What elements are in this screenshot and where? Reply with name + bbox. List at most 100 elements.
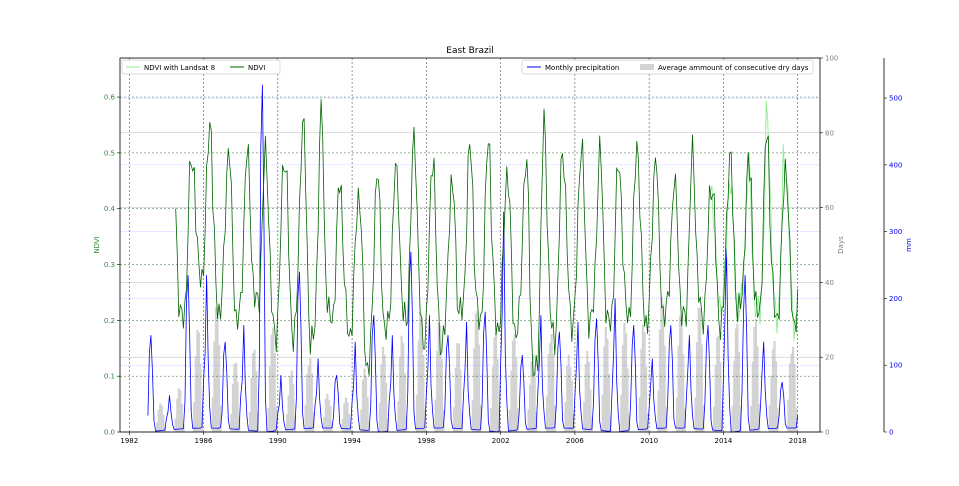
dry-days-bar [510, 370, 513, 432]
legend-label-dry-days: Average ammount of consecutive dry days [658, 64, 809, 72]
dry-days-bar [756, 346, 759, 432]
mm-tick-label: 200 [889, 295, 902, 303]
dry-days-bar [344, 397, 348, 432]
dry-days-bar [324, 399, 327, 432]
dry-days-bar [549, 343, 552, 432]
x-tick-label: 2006 [566, 437, 584, 445]
dry-days-bar [479, 404, 482, 432]
dry-days-bar [733, 360, 736, 432]
dry-days-bar [626, 368, 629, 432]
dry-days-bar [442, 410, 445, 432]
dry-days-bar [751, 361, 754, 432]
dry-days-bar [793, 364, 796, 432]
dry-days-bar [682, 353, 685, 432]
x-tick-label: 1990 [269, 437, 287, 445]
dry-days-bar [194, 356, 197, 432]
dry-days-bar [508, 409, 512, 432]
x-tick-label: 2018 [789, 437, 807, 445]
dry-days-bar [385, 382, 388, 432]
dry-days-bar [787, 399, 790, 432]
x-tick-label: 2002 [492, 437, 510, 445]
dry-days-bar [677, 345, 680, 432]
mm-tick-label: 400 [889, 161, 902, 169]
dry-days-bar [641, 324, 645, 432]
dry-days-bar [620, 395, 623, 432]
dry-days-bar [640, 348, 643, 432]
dry-days-bar [216, 307, 219, 432]
dry-days-bar [589, 389, 592, 432]
dry-days-bar [248, 411, 252, 432]
dry-days-bar [307, 365, 310, 432]
dry-days-bar [496, 359, 499, 432]
dry-days-bar [157, 409, 160, 432]
dry-days-bar [713, 406, 716, 432]
dry-days-bar [363, 368, 366, 432]
dry-days-bar [437, 322, 440, 432]
legend-right-box [521, 59, 814, 75]
dry-days-bar [236, 382, 239, 432]
dry-days-bar [177, 388, 180, 432]
legend-left-box [121, 59, 281, 75]
dry-days-bar [515, 357, 518, 432]
dry-days-bar [199, 363, 202, 432]
dry-days-bar [381, 346, 385, 432]
dry-days-bar [360, 409, 363, 432]
dry-days-bar [217, 344, 221, 432]
dry-days-bar [267, 408, 270, 432]
dry-days-bar [601, 394, 604, 432]
dry-days-bar [768, 405, 771, 432]
dry-days-bar [290, 370, 293, 432]
dry-days-bar [230, 413, 233, 432]
dry-days-bar [753, 326, 756, 432]
dry-days-bar [326, 393, 329, 432]
dry-days-bar [665, 406, 668, 432]
dry-days-bar [268, 366, 272, 432]
dry-days-bar [683, 408, 686, 432]
dry-days-bar [162, 414, 165, 432]
dry-days-bar [699, 308, 702, 432]
ndvi-axis-label: NDVI [93, 236, 101, 253]
dry-days-bar [680, 318, 683, 432]
dry-days-bar [398, 357, 402, 432]
dry-days-bar [174, 418, 177, 432]
dry-days-bar [270, 334, 273, 432]
dry-days-bar [436, 350, 439, 432]
dry-days-bar [196, 329, 199, 432]
legend-left: NDVI with Landsat 8 NDVI [121, 59, 281, 75]
dry-days-bar [638, 397, 641, 432]
dry-days-bar [422, 355, 425, 432]
dry-days-bar [774, 361, 778, 432]
days-tick-label: 0 [825, 429, 829, 437]
dry-days-bar [255, 371, 258, 432]
legend-label-ndvi-landsat8: NDVI with Landsat 8 [144, 64, 215, 72]
dry-days-bar [364, 375, 368, 432]
dry-days-bar [700, 344, 703, 432]
dry-days-bar [511, 340, 515, 432]
plot-frame [119, 57, 821, 433]
dry-days-bar [453, 407, 456, 432]
dry-days-bar [607, 373, 611, 432]
dry-days-bar [380, 364, 383, 432]
dry-days-bar [400, 335, 403, 432]
ndvi-tick-label: 0.5 [104, 149, 115, 157]
dry-days-bar [193, 401, 196, 432]
ndvi-tick-label: 0.1 [104, 373, 115, 381]
ndvi-tick-label: 0.4 [104, 205, 116, 213]
dry-days-bar [719, 362, 722, 432]
ndvi-tick-label: 0.2 [104, 317, 115, 325]
dry-days-bar [304, 404, 307, 432]
dry-days-bar [788, 363, 792, 432]
dry-days-bar [214, 307, 218, 432]
dry-days-bar [586, 350, 589, 432]
legend-right: Monthly precipitation Average ammount of… [521, 59, 814, 75]
dry-days-bar [419, 311, 422, 432]
dry-days-bar [567, 354, 570, 432]
dry-days-bar [454, 367, 457, 432]
dry-days-bar [702, 405, 705, 432]
dry-days-bar [471, 400, 474, 432]
dry-days-bar [528, 384, 532, 432]
dry-days-bar [417, 340, 420, 432]
dry-days-bar [716, 337, 719, 432]
dry-days-bar [309, 358, 312, 432]
dry-days-bar [657, 390, 660, 432]
